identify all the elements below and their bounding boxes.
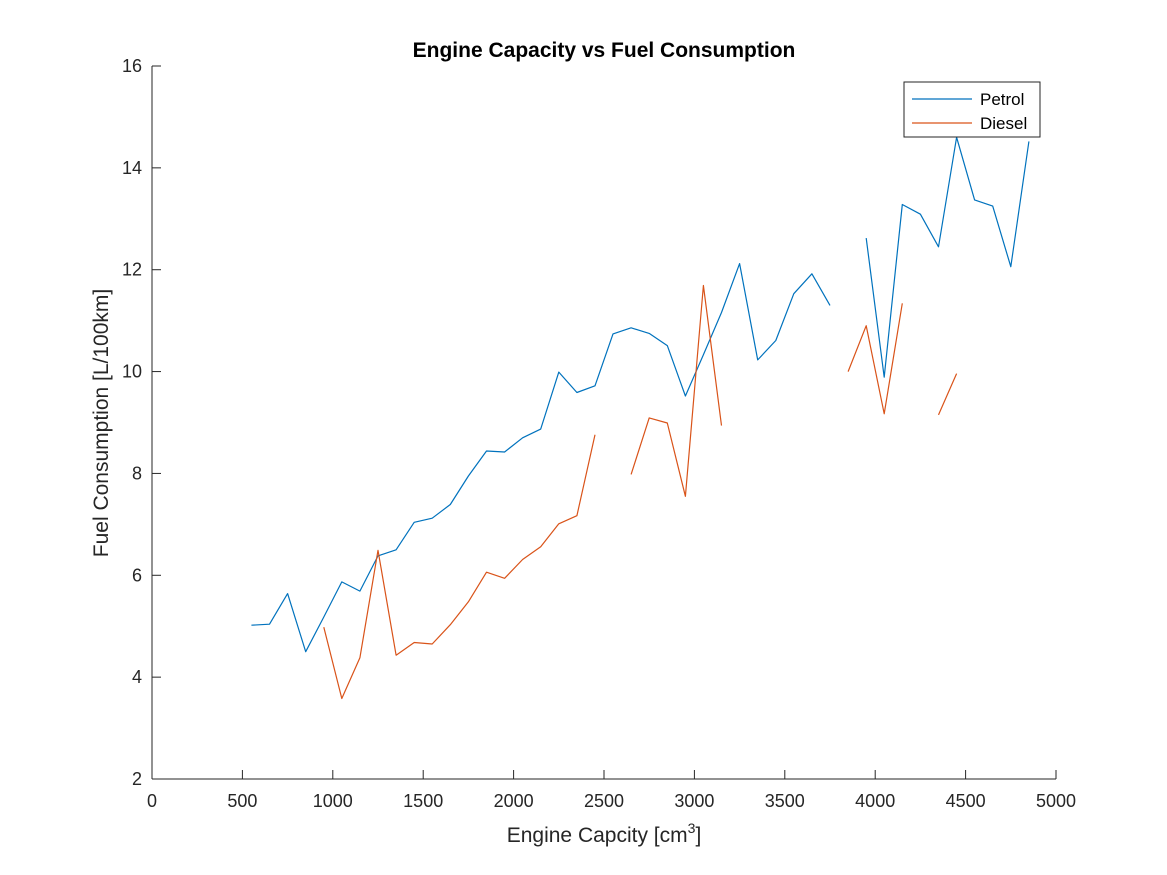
legend-box [903, 81, 1041, 138]
legend-label-petrol: Petrol [980, 90, 1024, 109]
y-tick-label: 6 [132, 565, 142, 585]
x-axis-title: Engine Capcity [cm3] [507, 820, 702, 847]
y-axis-title: Fuel Consumption [L/100km] [90, 289, 113, 557]
chart-title: Engine Capacity vs Fuel Consumption [413, 39, 796, 62]
x-axis-title-end: ] [695, 824, 701, 847]
x-tick-label: 4500 [946, 791, 986, 811]
series-line-petrol [251, 136, 1030, 653]
x-tick-label: 4000 [855, 791, 895, 811]
x-tick-label: 0 [147, 791, 157, 811]
y-tick-label: 10 [122, 362, 142, 382]
x-tick-label: 1000 [313, 791, 353, 811]
y-tick-label: 14 [122, 158, 142, 178]
x-tick-label: 5000 [1036, 791, 1076, 811]
plot-area: 0 500 1000 1500 2000 2500 3000 3500 4000 4500 5000… [122, 56, 1076, 811]
x-tick-label: 3000 [674, 791, 714, 811]
legend-label-diesel: Diesel [980, 114, 1027, 133]
y-tick-label: 8 [132, 463, 142, 483]
x-tick-label: 2500 [584, 791, 624, 811]
y-tick-label: 16 [122, 56, 142, 76]
x-tick-label: 1500 [403, 791, 443, 811]
y-tick-label: 4 [132, 667, 142, 687]
y-tick-label: 2 [132, 769, 142, 789]
x-tick-label: 3500 [765, 791, 805, 811]
series-layer [251, 136, 1030, 700]
legend: Petrol Diesel [903, 81, 1041, 138]
x-axis-title-main: Engine Capcity [cm [507, 824, 688, 847]
y-tick-label: 12 [122, 260, 142, 280]
x-axis-title-superscript: 3 [688, 820, 696, 836]
x-tick-label: 500 [227, 791, 257, 811]
x-ticks: 0 500 1000 1500 2000 2500 3000 3500 4000 4500 5000 [147, 770, 1076, 811]
y-ticks: 2 4 6 8 10 12 14 16 [122, 56, 161, 789]
x-tick-label: 2000 [494, 791, 534, 811]
series-line-diesel [323, 284, 958, 700]
